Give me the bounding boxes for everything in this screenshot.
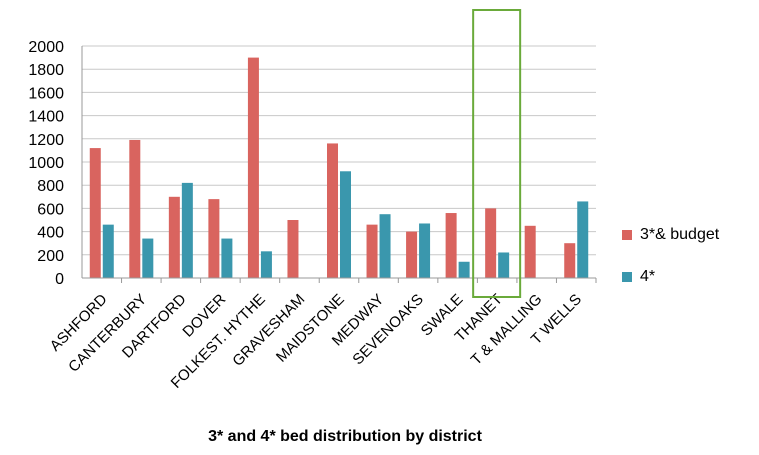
y-axis: 0 200 400 600 800 1000 1200 1400 1600 1800 2000 (28, 39, 83, 288)
bar-series-1 (168, 196, 180, 278)
y-tick-label: 1800 (28, 62, 64, 79)
y-tick-label: 600 (37, 201, 64, 218)
bar-series-2 (221, 238, 233, 278)
y-tick-label: 1600 (28, 85, 64, 102)
bar-series-1 (89, 148, 101, 278)
x-tick-label: SEVENOAKS (349, 291, 426, 368)
bar-series-2 (102, 224, 114, 278)
legend-swatch (622, 272, 632, 282)
bar-series-2 (577, 201, 589, 278)
gridlines (82, 45, 596, 279)
bar-series-1 (247, 57, 259, 278)
bar-series-2 (181, 182, 193, 278)
bar-series-1 (445, 213, 457, 278)
bar-chart: 0 200 400 600 800 1000 1200 1400 1600 1800 2000 AS… (28, 9, 597, 392)
y-tick-label: 400 (37, 225, 64, 242)
bar-series-1 (524, 225, 536, 278)
legend: 3*& budget 4* (622, 225, 719, 309)
y-tick-label: 2000 (28, 39, 64, 56)
bar-series-2 (260, 251, 272, 278)
bar-series-1 (208, 199, 220, 278)
y-tick-label: 200 (37, 248, 64, 265)
bar-series-1 (287, 220, 299, 278)
bars (89, 57, 589, 278)
bar-series-1 (129, 139, 141, 278)
legend-swatch (622, 230, 632, 240)
bar-series-2 (340, 171, 351, 278)
bar-series-2 (142, 238, 154, 278)
legend-label: 3*& budget (640, 226, 720, 243)
legend-label: 4* (640, 268, 656, 285)
y-tick-label: 1000 (28, 155, 64, 172)
bar-series-2 (379, 214, 391, 278)
legend-item-series-2: 4* (622, 267, 719, 287)
bar-series-1 (327, 143, 338, 278)
bar-series-1 (366, 224, 378, 278)
bar-series-1 (406, 231, 418, 278)
y-tick-label: 0 (55, 271, 64, 288)
bar-series-1 (485, 208, 497, 278)
bar-series-2 (458, 261, 470, 278)
bar-series-2 (498, 252, 510, 278)
y-tick-label: 800 (37, 178, 64, 195)
highlight-box (472, 9, 522, 298)
highlight-rectangle (472, 9, 522, 298)
y-tick-label: 1400 (28, 109, 64, 126)
y-tick-label: 1200 (28, 132, 64, 149)
bar-series-2 (419, 223, 431, 278)
chart-title: 3* and 4* bed distribution by district (208, 428, 482, 445)
legend-item-series-1: 3*& budget (622, 225, 719, 245)
bar-series-1 (564, 243, 576, 278)
